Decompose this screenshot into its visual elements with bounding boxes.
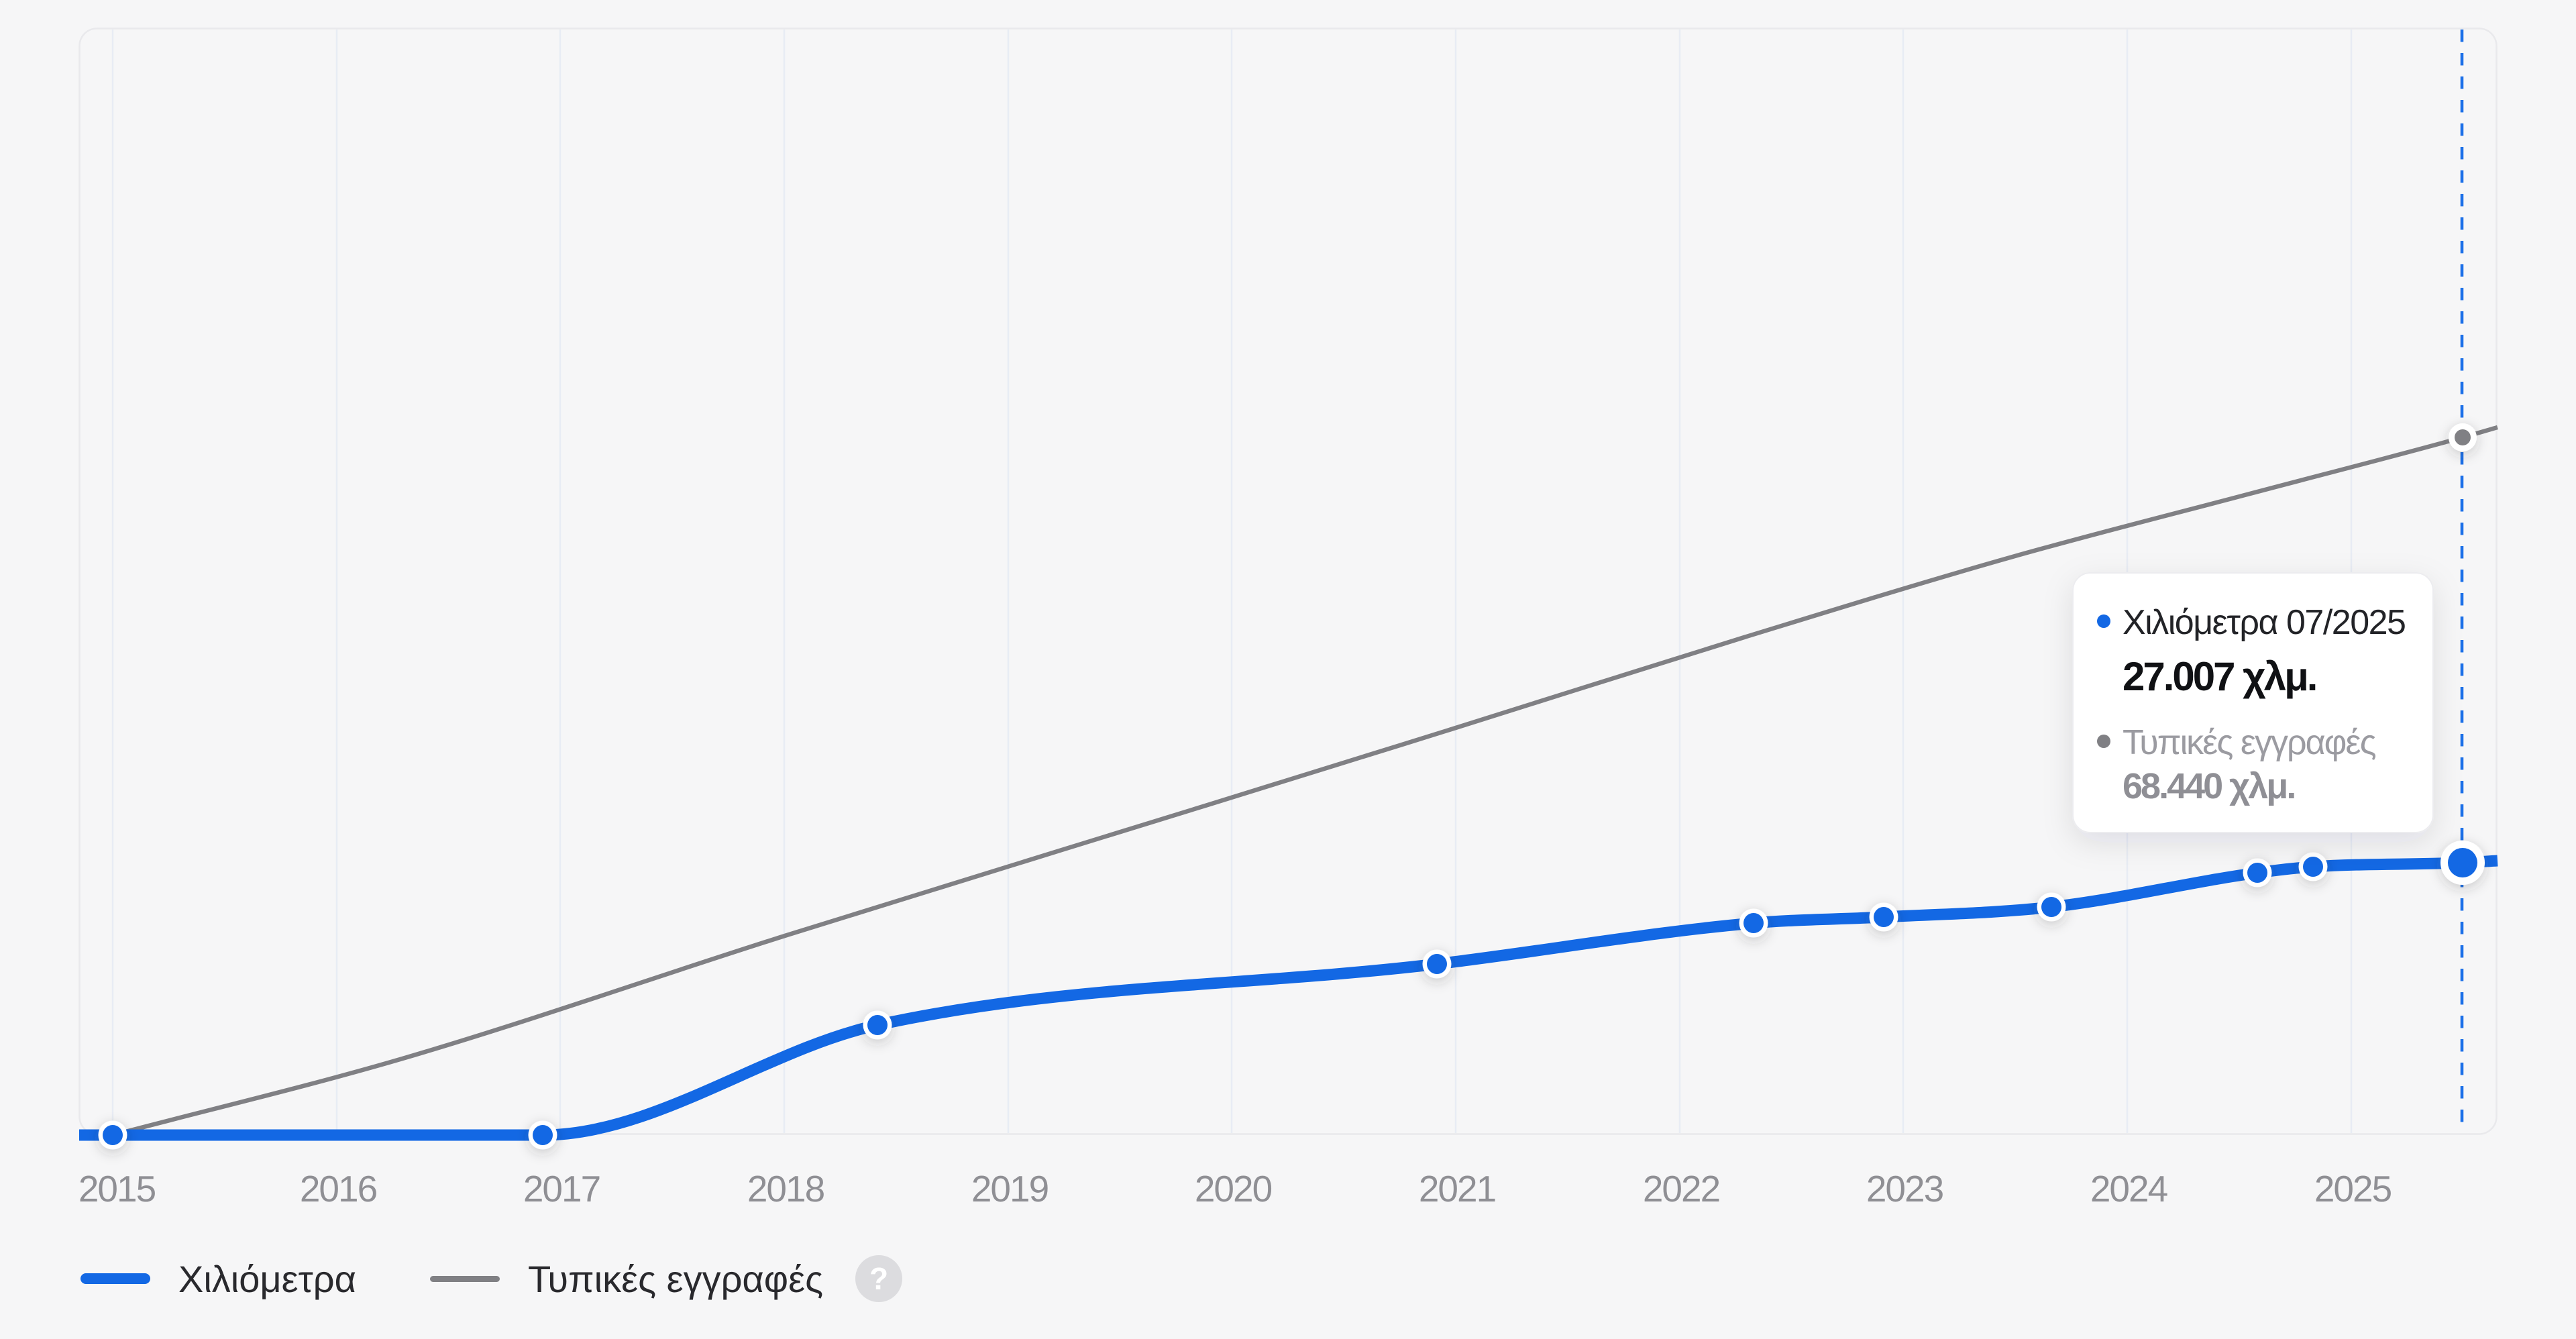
svg-text:2022: 2022 bbox=[1643, 1168, 1719, 1210]
svg-text:68.440 χλμ.: 68.440 χλμ. bbox=[2123, 766, 2294, 806]
svg-text:2015: 2015 bbox=[78, 1168, 156, 1210]
svg-text:2020: 2020 bbox=[1195, 1168, 1272, 1210]
svg-text:Χιλιόμετρα: Χιλιόμετρα bbox=[178, 1258, 356, 1300]
svg-text:2023: 2023 bbox=[1866, 1168, 1943, 1210]
svg-text:2017: 2017 bbox=[523, 1168, 600, 1210]
svg-text:Χιλιόμετρα 07/2025: Χιλιόμετρα 07/2025 bbox=[2123, 603, 2405, 642]
svg-text:27.007 χλμ.: 27.007 χλμ. bbox=[2123, 654, 2316, 699]
svg-text:2016: 2016 bbox=[300, 1168, 377, 1210]
svg-text:2021: 2021 bbox=[1419, 1168, 1495, 1210]
svg-text:Τυπικές εγγραφές: Τυπικές εγγραφές bbox=[2123, 723, 2376, 762]
svg-text:2018: 2018 bbox=[747, 1168, 824, 1210]
svg-text:2019: 2019 bbox=[971, 1168, 1048, 1210]
svg-text:Τυπικές εγγραφές: Τυπικές εγγραφές bbox=[528, 1258, 823, 1300]
svg-text:2025: 2025 bbox=[2314, 1168, 2392, 1210]
svg-text:2024: 2024 bbox=[2090, 1168, 2167, 1210]
svg-text:?: ? bbox=[869, 1261, 888, 1296]
